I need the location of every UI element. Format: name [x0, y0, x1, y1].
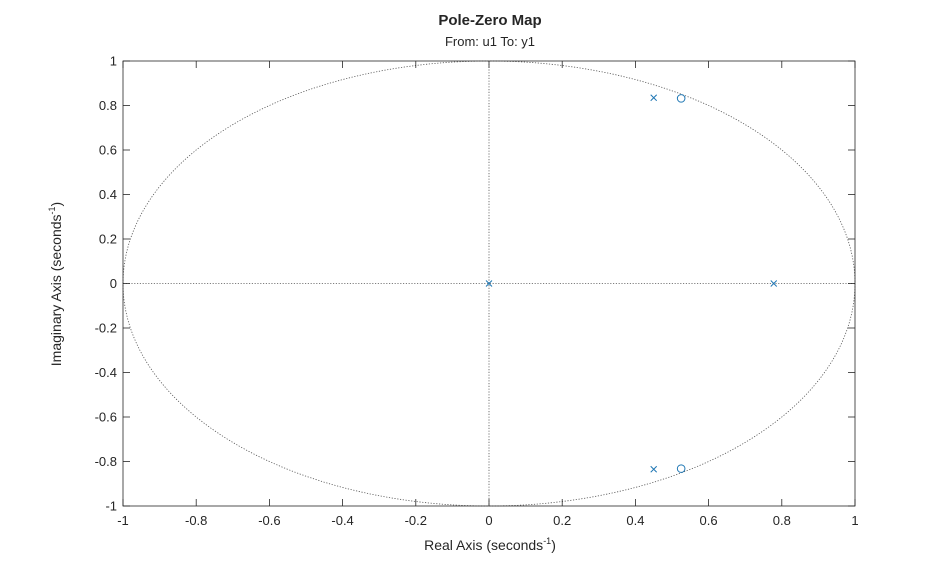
y-axis-label-close: ) — [48, 202, 64, 207]
y-tick-label: -0.4 — [95, 365, 117, 380]
chart-title: Pole-Zero Map — [438, 12, 541, 29]
x-tick-label: -0.4 — [331, 513, 353, 528]
x-axis-label-exponent: -1 — [543, 536, 551, 546]
x-tick-label: 0.6 — [700, 513, 718, 528]
y-axis-label-text: Imaginary Axis (seconds — [48, 214, 64, 366]
x-tick-label: -0.8 — [185, 513, 207, 528]
x-tick-label: 0.4 — [626, 513, 644, 528]
y-tick-label: 1 — [110, 54, 117, 69]
zero-marker — [676, 464, 686, 473]
y-tick-label: -0.2 — [95, 321, 117, 336]
y-tick-label: 0 — [110, 276, 117, 291]
y-tick-label: -0.6 — [95, 410, 117, 425]
x-tick-label: -0.2 — [405, 513, 427, 528]
x-tick-label: 0.8 — [773, 513, 791, 528]
y-tick-label: -0.8 — [95, 454, 117, 469]
y-axis-label: Imaginary Axis (seconds-1) — [47, 202, 64, 366]
y-axis-label-exponent: -1 — [47, 206, 57, 214]
pole-marker — [485, 280, 493, 287]
y-tick-label: 0.4 — [99, 187, 117, 202]
y-tick-label: 0.2 — [99, 232, 117, 247]
x-tick-label: 0 — [485, 513, 492, 528]
plot-area: -1 -0.8 -0.6 -0.4 -0.2 0 0.2 0.4 0.6 0.8 1 -1 -0.8 -0… — [95, 54, 859, 529]
pole-marker — [650, 465, 658, 473]
pole-marker — [770, 280, 778, 287]
y-tick-label: 0.8 — [99, 98, 117, 113]
y-tick-label: -1 — [105, 499, 117, 514]
chart-subtitle: From: u1 To: y1 — [445, 34, 535, 49]
x-tick-label: 1 — [851, 513, 858, 528]
x-tick-label: -1 — [117, 513, 129, 528]
zero-marker — [676, 94, 686, 103]
x-tick-label: 0.2 — [553, 513, 571, 528]
x-axis-label-text: Real Axis (seconds — [424, 537, 543, 553]
x-axis-label: Real Axis (seconds-1) — [424, 536, 556, 553]
y-tick-label: 0.6 — [99, 143, 117, 158]
x-tick-label: -0.6 — [258, 513, 280, 528]
x-axis-label-close: ) — [551, 537, 556, 553]
pole-marker — [650, 94, 658, 102]
